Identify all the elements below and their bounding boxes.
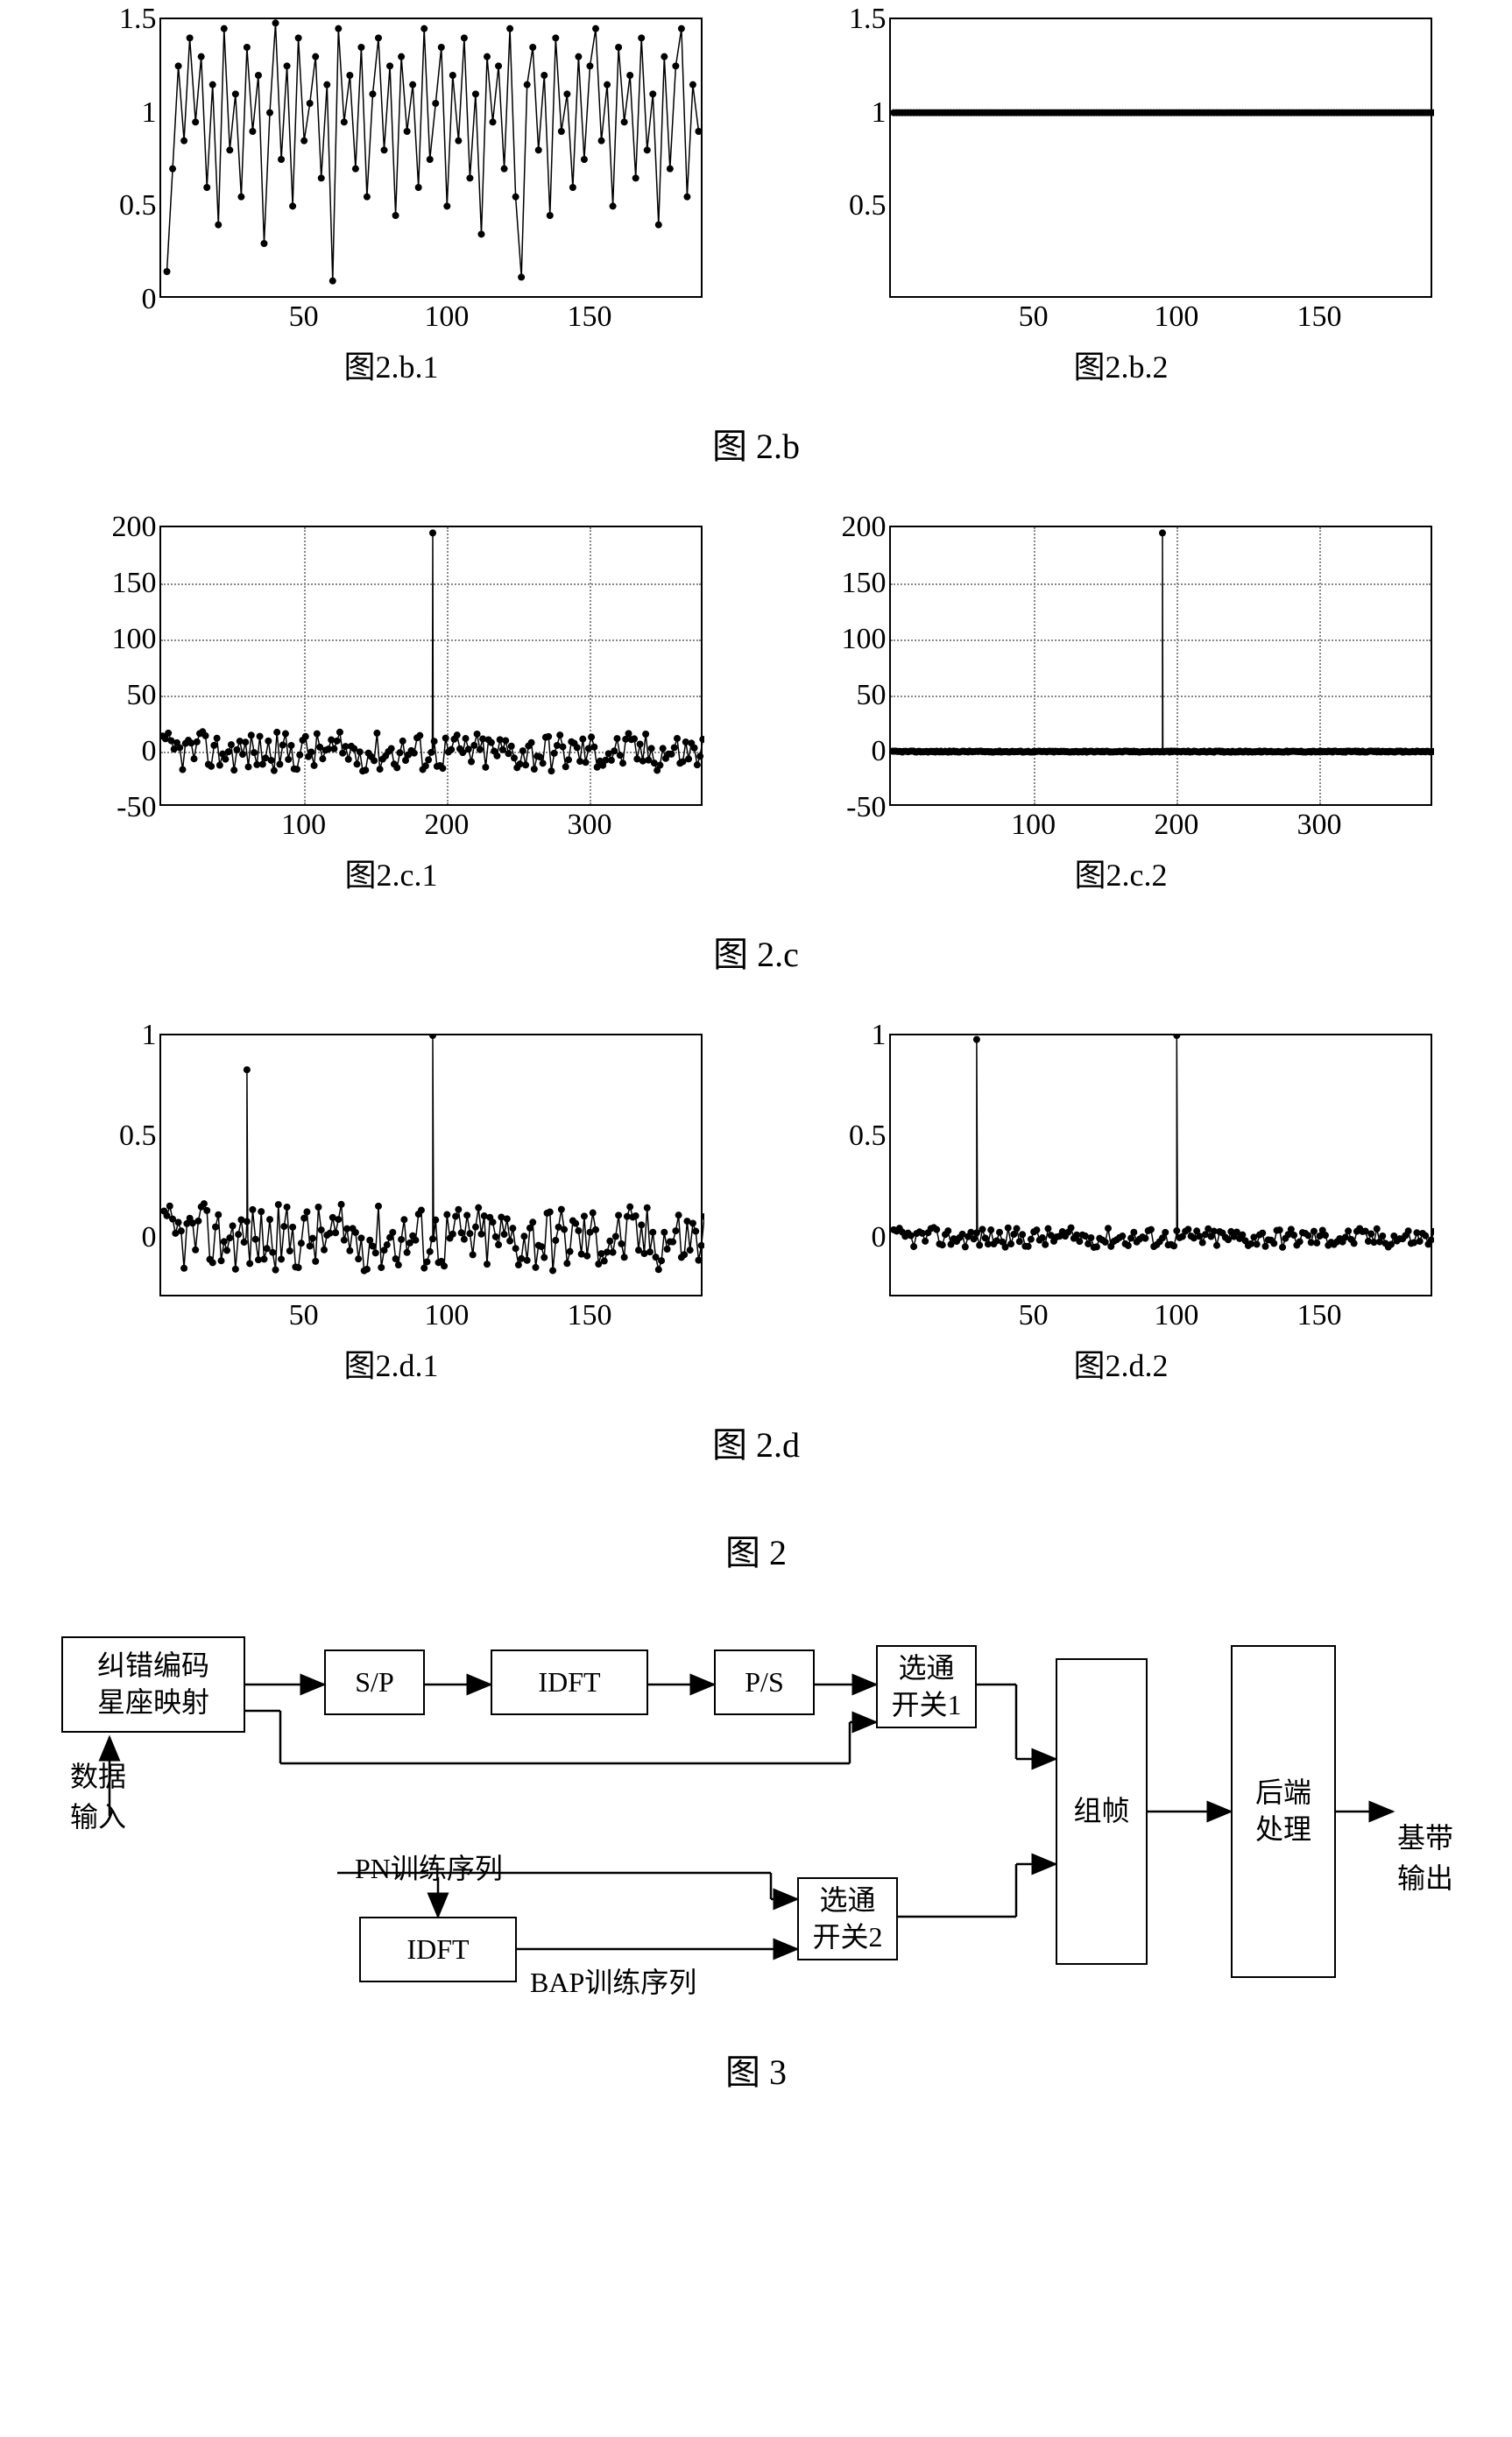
panel-d2: 00.5150100150 图2.d.2: [782, 1034, 1459, 1386]
chart-d2-wrap: 00.5150100150: [889, 1034, 1432, 1296]
panel-c2: -50050100150200100200300 图2.c.2: [782, 526, 1459, 895]
flow-label-bb_out: 基带输出: [1397, 1816, 1453, 1897]
row-c: -50050100150200100200300 图2.c.1 -5005010…: [53, 526, 1459, 895]
rowcaption-b: 图 2.b: [53, 418, 1459, 469]
rowcaption-d: 图 2.d: [53, 1416, 1459, 1467]
panel-c1: -50050100150200100200300 图2.c.1: [53, 526, 730, 895]
flow-label-pn_seq: PN训练序列: [355, 1847, 503, 1887]
flow-box-frame: 组帧: [1056, 1658, 1148, 1965]
flow-box-ps: P/S: [714, 1649, 815, 1715]
flow-box-idft2: IDFT: [359, 1917, 517, 1982]
chart-b2-wrap: 0.511.550100150: [889, 18, 1432, 298]
chart-c2: -50050100150200100200300: [889, 526, 1432, 806]
caption-d1: 图2.d.1: [343, 1340, 438, 1386]
caption-c2: 图2.c.2: [1075, 850, 1168, 895]
flow-label-data_in: 数据输入: [70, 1755, 126, 1835]
figure3-caption: 图 3: [53, 2044, 1459, 2094]
caption-b1: 图2.b.1: [343, 342, 438, 387]
chart-d1: 00.5150100150: [159, 1034, 703, 1296]
panel-b2: 0.511.550100150 图2.b.2: [782, 18, 1459, 387]
chart-c1-wrap: -50050100150200100200300: [159, 526, 703, 806]
flowchart-fig3: 纠错编码星座映射 S/P IDFT P/S 选通开关1 IDFT 选通开关2 组帧后端处理 数据…: [53, 1610, 1459, 2031]
flow-box-idft1: IDFT: [491, 1649, 648, 1715]
chart-d2: 00.5150100150: [889, 1034, 1432, 1296]
chart-b1-wrap: 00.511.550100150: [159, 18, 703, 298]
panel-d1: 00.5150100150 图2.d.1: [53, 1034, 730, 1386]
chart-c1: -50050100150200100200300: [159, 526, 703, 806]
panel-b1: 00.511.550100150 图2.b.1: [53, 18, 730, 387]
caption-d2: 图2.d.2: [1073, 1340, 1168, 1386]
chart-b1: 00.511.550100150: [159, 18, 703, 298]
caption-c1: 图2.c.1: [345, 850, 438, 895]
flow-label-bap_seq: BAP训练序列: [530, 1960, 696, 2001]
caption-b2: 图2.b.2: [1073, 342, 1168, 387]
row-d: 00.5150100150 图2.d.1 00.5150100150 图2.d.…: [53, 1034, 1459, 1386]
flow-box-sw1: 选通开关1: [876, 1645, 977, 1728]
chart-c2-wrap: -50050100150200100200300: [889, 526, 1432, 806]
flow-box-sp: S/P: [324, 1649, 425, 1715]
flow-box-sw2: 选通开关2: [797, 1877, 898, 1960]
chart-b2: 0.511.550100150: [889, 18, 1432, 298]
row-b: 00.511.550100150 图2.b.1 0.511.550100150 …: [53, 18, 1459, 387]
figure2-caption: 图 2: [53, 1524, 1459, 1575]
flow-box-backend: 后端处理: [1231, 1645, 1336, 1978]
chart-d1-wrap: 00.5150100150: [159, 1034, 703, 1296]
rowcaption-c: 图 2.c: [53, 926, 1459, 977]
flow-box-encode: 纠错编码星座映射: [61, 1636, 245, 1733]
